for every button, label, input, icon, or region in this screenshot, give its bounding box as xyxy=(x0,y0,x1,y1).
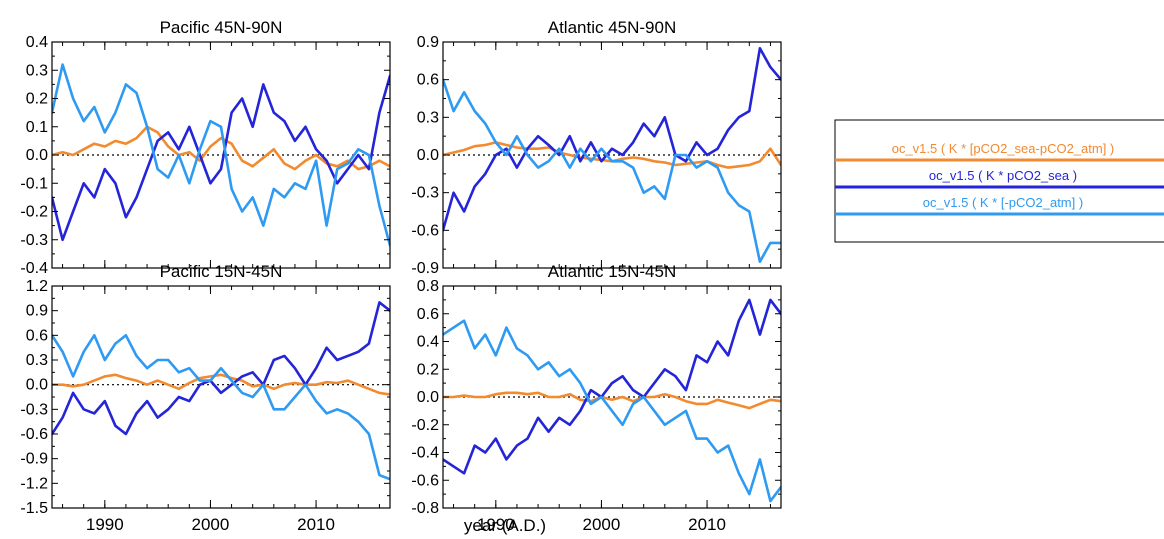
chart-panels: Pacific 45N-90N -0.4 -0.3 -0.2 -0.1 0.0 0.1 0.2… xyxy=(20,18,782,534)
series-line-sea-pacific-15n-45n xyxy=(52,301,390,436)
y-tick-label-atlantic-15n-45n: 0.0 xyxy=(417,389,439,406)
x-tick-label-pacific-15n-45n: 2010 xyxy=(297,515,335,534)
y-tick-label-pacific-45n-90n: -0.4 xyxy=(20,260,48,277)
series-line-sea_atm-pacific-15n-45n xyxy=(52,373,390,396)
series-group-pacific-15n-45n xyxy=(52,301,390,481)
series-line-sea-pacific-45n-90n xyxy=(52,74,390,242)
y-tick-label-pacific-45n-90n: -0.1 xyxy=(20,175,48,192)
panel-pacific-45n-90n: Pacific 45N-90N -0.4 -0.3 -0.2 -0.1 0.0 0.1 0.2… xyxy=(20,18,391,277)
legend-box xyxy=(834,119,1164,243)
y-tick-label-atlantic-45n-90n: 0.6 xyxy=(417,72,439,89)
y-tick-label-pacific-15n-45n: -0.3 xyxy=(20,401,48,418)
y-tick-label-atlantic-45n-90n: 0.9 xyxy=(417,34,439,51)
y-tick-label-pacific-15n-45n: 1.2 xyxy=(26,278,48,295)
y-tick-label-pacific-45n-90n: 0.1 xyxy=(26,119,48,136)
y-tick-label-pacific-15n-45n: -1.2 xyxy=(20,475,48,492)
y-tick-label-pacific-15n-45n: -1.5 xyxy=(20,500,48,517)
y-tick-label-pacific-15n-45n: 0.6 xyxy=(26,327,48,344)
series-line-atm-pacific-15n-45n xyxy=(52,333,390,481)
y-tick-label-pacific-45n-90n: -0.3 xyxy=(20,232,48,249)
legend-label-sea-atm: oc_v1.5 ( K * [pCO2_sea-pCO2_atm] ) xyxy=(892,141,1115,156)
y-tick-label-atlantic-15n-45n: -0.6 xyxy=(411,472,439,489)
legend-label-sea: oc_v1.5 ( K * pCO2_sea ) xyxy=(929,168,1077,183)
y-tick-label-atlantic-15n-45n: 0.6 xyxy=(417,306,439,323)
y-tick-label-pacific-15n-45n: -0.9 xyxy=(20,451,48,468)
legend: oc_v1.5 ( K * [pCO2_sea-pCO2_atm] ) oc_v… xyxy=(834,119,1164,243)
y-tick-label-pacific-15n-45n: -0.6 xyxy=(20,426,48,443)
x-axis-label: year (A.D.) xyxy=(464,516,546,535)
plot-frame-pacific-15n-45n xyxy=(51,285,391,509)
y-tick-label-atlantic-45n-90n: -0.3 xyxy=(411,185,439,202)
y-tick-label-pacific-15n-45n: 0.0 xyxy=(26,377,48,394)
panel-pacific-15n-45n: Pacific 15N-45N -1.5 -1.2 -0.9 -0.6 -0.3 0.0 0.… xyxy=(20,262,391,534)
y-tick-label-atlantic-15n-45n: -0.4 xyxy=(411,445,439,462)
series-line-sea_atm-atlantic-15n-45n xyxy=(443,391,781,410)
y-tick-label-pacific-45n-90n: 0.2 xyxy=(26,91,48,108)
x-tick-label-atlantic-15n-45n: 2000 xyxy=(583,515,621,534)
y-tick-label-pacific-15n-45n: 0.9 xyxy=(26,303,48,320)
series-line-atm-atlantic-45n-90n xyxy=(443,78,781,264)
y-tick-label-atlantic-15n-45n: 0.2 xyxy=(417,361,439,378)
series-group-atlantic-45n-90n xyxy=(443,46,781,264)
panel-title-pacific-15n-45n: Pacific 15N-45N xyxy=(160,262,283,281)
panel-title-atlantic-15n-45n: Atlantic 15N-45N xyxy=(548,262,677,281)
x-tick-label-atlantic-15n-45n: 2010 xyxy=(688,515,726,534)
y-tick-label-pacific-45n-90n: 0.3 xyxy=(26,62,48,79)
x-tick-label-atlantic-15n-45n: 1990 xyxy=(477,515,515,534)
y-tick-label-atlantic-15n-45n: 0.8 xyxy=(417,278,439,295)
y-tick-label-atlantic-15n-45n: 0.4 xyxy=(417,334,439,351)
series-group-pacific-45n-90n xyxy=(52,63,390,247)
panel-atlantic-15n-45n: Atlantic 15N-45N -0.8 -0.6 -0.4 -0.2 0.0 0.2 0.… xyxy=(411,262,782,534)
series-group-atlantic-15n-45n xyxy=(443,298,781,503)
y-tick-label-pacific-45n-90n: 0.0 xyxy=(26,147,48,164)
y-tick-label-atlantic-15n-45n: -0.2 xyxy=(411,417,439,434)
series-line-atm-pacific-45n-90n xyxy=(52,63,390,247)
panel-atlantic-45n-90n: Atlantic 45N-90N -0.9 -0.6 -0.3 0.0 0.3 0.6 0.9 xyxy=(411,18,782,277)
panel-title-atlantic-45n-90n: Atlantic 45N-90N xyxy=(548,18,677,37)
y-tick-label-pacific-15n-45n: 0.3 xyxy=(26,352,48,369)
series-line-sea_atm-pacific-45n-90n xyxy=(52,125,390,171)
legend-label-atm: oc_v1.5 ( K * [-pCO2_atm] ) xyxy=(923,195,1083,210)
x-tick-label-pacific-15n-45n: 1990 xyxy=(86,515,124,534)
y-tick-label-atlantic-15n-45n: -0.8 xyxy=(411,500,439,517)
y-tick-label-atlantic-45n-90n: 0.0 xyxy=(417,147,439,164)
y-tick-label-pacific-45n-90n: 0.4 xyxy=(26,34,48,51)
series-line-sea-atlantic-15n-45n xyxy=(443,298,781,475)
series-line-atm-atlantic-15n-45n xyxy=(443,319,781,503)
panel-title-pacific-45n-90n: Pacific 45N-90N xyxy=(160,18,283,37)
y-tick-label-atlantic-45n-90n: 0.3 xyxy=(417,109,439,126)
y-tick-label-atlantic-45n-90n: -0.6 xyxy=(411,222,439,239)
y-tick-label-atlantic-45n-90n: -0.9 xyxy=(411,260,439,277)
y-tick-label-pacific-45n-90n: -0.2 xyxy=(20,204,48,221)
x-tick-label-pacific-15n-45n: 2000 xyxy=(192,515,230,534)
series-line-sea-atlantic-45n-90n xyxy=(443,46,781,232)
